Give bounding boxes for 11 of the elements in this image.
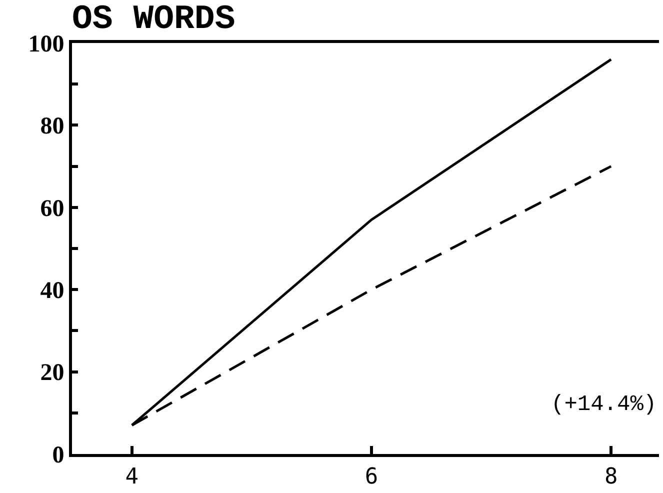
y-tick-label: 40 [40,278,64,304]
y-tick-label: 0 [52,442,64,468]
x-tick-label: 4 [125,464,139,490]
y-tick-label: 80 [40,114,64,140]
chart-title: OS WORDS [72,0,236,39]
y-tick-label: 60 [40,196,64,222]
annotation: (+14.4%) [551,392,657,417]
x-tick-label: 6 [364,464,378,490]
y-tick-label: 100 [28,31,64,58]
y-tick-label: 20 [40,360,64,386]
x-tick-label: 8 [604,464,618,490]
